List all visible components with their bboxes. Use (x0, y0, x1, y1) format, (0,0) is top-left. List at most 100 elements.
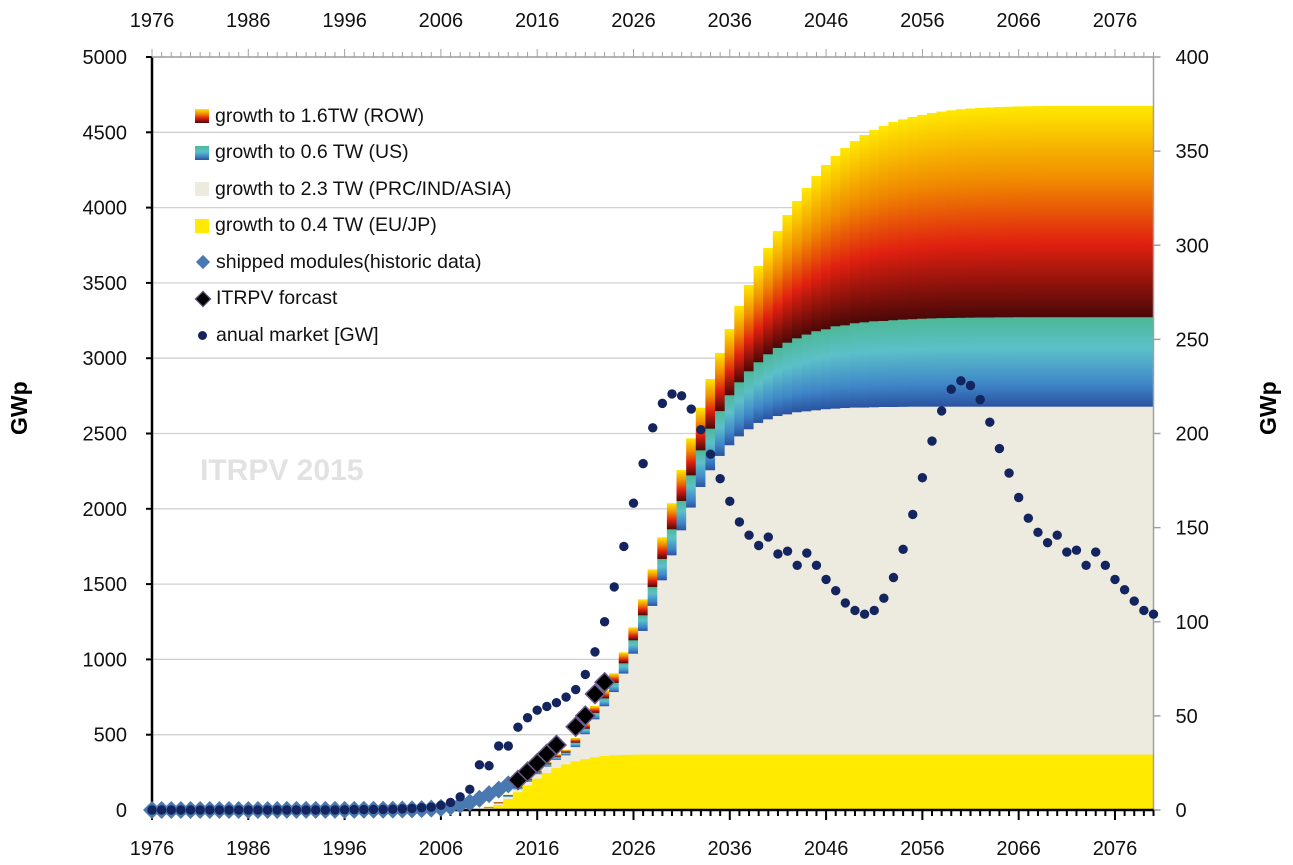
area-segment-eu_jp (734, 754, 745, 811)
area-segment-eu_jp (1052, 754, 1063, 811)
area-segment-prc (532, 773, 543, 779)
area-segment-eu_jp (705, 754, 716, 811)
area-segment-us (792, 338, 803, 413)
annual-market-dot (859, 609, 870, 619)
area-segment-row (1129, 105, 1140, 318)
annual-market-dot (927, 436, 937, 446)
annual-market-dot (1004, 468, 1014, 478)
area-segment-row (551, 754, 562, 758)
area-segment-prc (638, 630, 649, 755)
annual-market-dot (1062, 547, 1072, 557)
area-segment-prc (743, 428, 755, 755)
area-segment-us (994, 317, 1005, 407)
area-segment-row (503, 794, 514, 796)
area-segment-us (840, 325, 851, 409)
annual-market-dot (339, 805, 350, 815)
area-segment-eu_jp (647, 754, 658, 811)
area-segment-eu_jp (869, 754, 880, 811)
area-segment-row (1052, 105, 1063, 318)
x-top-tick-label: 2026 (611, 10, 656, 32)
area-segment-eu_jp (917, 754, 928, 811)
area-segment-row (792, 200, 803, 339)
x-bottom-tick-label: 2016 (515, 838, 560, 860)
annual-market-dot (802, 548, 812, 558)
x-top-tick-label: 1986 (226, 10, 271, 32)
area-segment-row (878, 125, 889, 322)
annual-market-dot (1033, 527, 1043, 538)
x-bottom-tick-label: 2046 (804, 838, 849, 860)
area-segment-eu_jp (878, 754, 889, 811)
area-segment-eu_jp (657, 754, 668, 811)
area-segment-prc (753, 422, 764, 755)
y-right-tick-label: 350 (1176, 141, 1209, 163)
annual-market-dot (1081, 560, 1091, 570)
area-segment-prc (589, 719, 601, 758)
x-bottom-tick-label: 1996 (322, 838, 367, 860)
x-bottom-tick-label: 2036 (708, 838, 753, 860)
area-segment-prc (917, 406, 928, 755)
annual-market-dot (734, 517, 745, 527)
area-segment-prc (628, 653, 639, 755)
annual-market-dot (176, 805, 186, 815)
annual-market-dot (657, 398, 668, 409)
y-left-tick-label: 1500 (83, 574, 128, 596)
legend-label: growth to 2.3 TW (PRC/IND/ASIA) (215, 177, 512, 200)
annual-market-dot (1013, 492, 1024, 503)
area-segment-row (907, 116, 918, 320)
annual-market-dot (985, 417, 995, 427)
area-segment-eu_jp (888, 754, 899, 811)
x-bottom-tick-label: 2066 (996, 838, 1041, 860)
annual-market-dot (272, 805, 282, 815)
annual-market-dot (792, 560, 802, 570)
area-segment-prc (946, 406, 957, 755)
area-segment-eu_jp (753, 754, 764, 811)
area-segment-prc (859, 407, 870, 755)
area-segment-prc (580, 733, 591, 760)
area-segment-row (965, 108, 976, 318)
annual-market-dot (301, 805, 311, 815)
y-right-tick-label: 250 (1176, 329, 1209, 351)
area-segment-eu_jp (820, 754, 832, 811)
area-segment-prc (1032, 406, 1044, 755)
area-segment-prc (1013, 406, 1024, 755)
area-segment-row (1013, 106, 1024, 318)
annual-market-dot (378, 804, 388, 815)
area-segment-eu_jp (975, 754, 986, 811)
annual-market-dot (185, 805, 196, 815)
area-segment-eu_jp (830, 754, 841, 811)
annual-market-dot (561, 692, 571, 702)
area-segment-row (483, 806, 495, 808)
y-left-tick-label: 3000 (83, 348, 128, 370)
area-segment-row (984, 107, 995, 318)
legend-swatch-row (195, 109, 209, 123)
y-left-tick-label: 5000 (83, 47, 128, 69)
area-segment-eu_jp (512, 791, 524, 811)
area-segment-eu_jp (840, 754, 851, 811)
area-segment-us (638, 614, 649, 631)
area-segment-prc (1061, 406, 1072, 755)
area-segment-eu_jp (676, 754, 687, 811)
area-segment-us (695, 450, 707, 487)
area-segment-row (1071, 105, 1082, 318)
y-right-tick-label: 50 (1176, 706, 1198, 728)
area-segment-row (589, 705, 601, 713)
annual-market-dot (1148, 609, 1159, 619)
legend-swatch-us (195, 145, 209, 160)
annual-market-dot (705, 449, 716, 459)
area-segment-eu_jp (1109, 754, 1121, 811)
area-segment-us (917, 318, 928, 407)
area-segment-us (955, 317, 967, 407)
area-segment-eu_jp (570, 761, 581, 811)
annual-market-dot (320, 805, 331, 815)
area-segment-row (1138, 105, 1149, 318)
area-segment-prc (483, 807, 495, 809)
area-segment-row (772, 230, 784, 348)
area-segment-prc (503, 796, 514, 800)
area-segment-row (926, 113, 938, 319)
area-segment-eu_jp (541, 772, 552, 811)
area-segment-us (1100, 316, 1111, 407)
area-segment-row (1090, 105, 1101, 318)
annual-market-dot (831, 585, 841, 596)
y-left-tick-label: 1000 (83, 649, 128, 671)
annual-market-dot (1100, 560, 1111, 570)
